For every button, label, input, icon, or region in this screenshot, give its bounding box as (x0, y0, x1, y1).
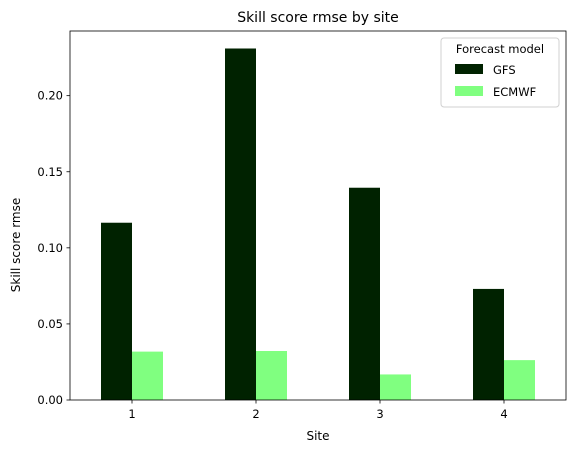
legend-swatch-gfs (455, 64, 483, 74)
bars-group (101, 48, 535, 401)
legend-label-ecmwf: ECMWF (493, 85, 536, 99)
bar-ecmwf-site-3 (380, 374, 411, 400)
legend-label-gfs: GFS (493, 63, 516, 77)
legend: Forecast model GFS ECMWF (440, 37, 560, 108)
bar-gfs-site-3 (349, 187, 380, 400)
x-tick-label: 2 (252, 407, 259, 421)
x-tick-label: 4 (500, 407, 507, 421)
y-axis-label: Skill score rmse (9, 198, 23, 293)
legend-title: Forecast model (456, 42, 544, 56)
chart-title: Skill score rmse by site (237, 10, 399, 26)
plot-frame (69, 30, 567, 401)
y-axis-ticks: 0.00 0.05 0.10 0.15 0.20 (37, 89, 70, 407)
bar-ecmwf-site-4 (504, 360, 535, 400)
legend-swatch-ecmwf (455, 86, 483, 96)
bar-gfs-site-2 (225, 48, 256, 401)
y-tick-label: 0.20 (37, 89, 63, 103)
x-tick-label: 3 (376, 407, 383, 421)
bar-ecmwf-site-2 (256, 351, 287, 400)
y-tick-label: 0.00 (37, 393, 63, 407)
x-axis-ticks: 1 2 3 4 (128, 400, 508, 421)
y-tick-label: 0.10 (37, 241, 63, 255)
x-axis-label: Site (306, 429, 329, 443)
bar-gfs-site-4 (473, 288, 504, 400)
bar-gfs-site-1 (101, 222, 132, 400)
x-tick-label: 1 (128, 407, 135, 421)
y-tick-label: 0.15 (37, 165, 63, 179)
y-tick-label: 0.05 (37, 317, 63, 331)
bar-ecmwf-site-1 (132, 351, 163, 400)
